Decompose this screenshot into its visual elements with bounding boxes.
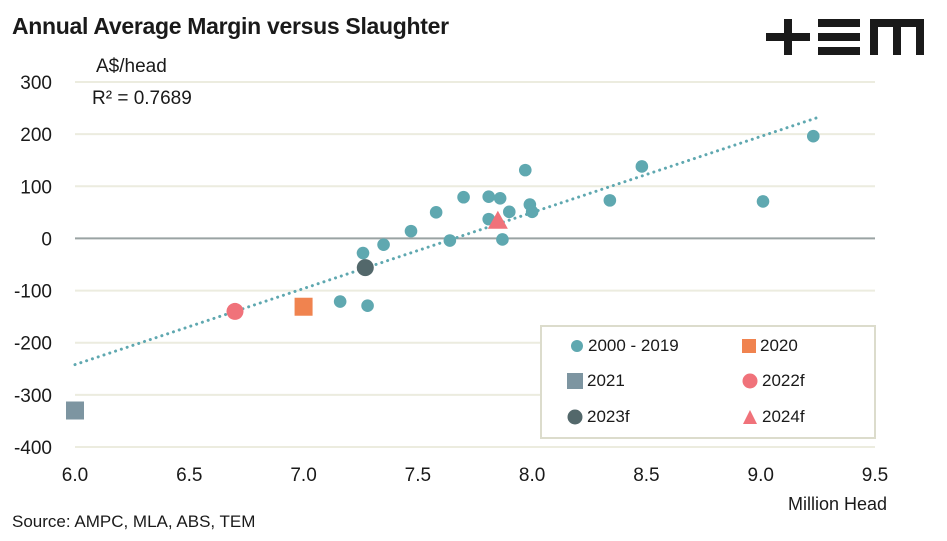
y-tick-label: -300 xyxy=(14,386,52,407)
y-tick-label: 300 xyxy=(20,73,52,94)
data-point-2000-2019 xyxy=(404,224,418,238)
x-axis-ticks: 6.0 6.5 7.0 7.5 8.0 8.5 9.0 9.5 xyxy=(62,465,888,486)
data-point-2000-2019 xyxy=(502,205,516,219)
data-point-2000-2019 xyxy=(635,160,649,173)
y-tick-label: 200 xyxy=(20,125,52,146)
data-point-2023f xyxy=(356,259,374,277)
data-point-2000-2019 xyxy=(518,163,532,177)
x-tick-label: 9.0 xyxy=(748,465,774,486)
data-point-2000-2019 xyxy=(443,234,457,247)
data-point-2022f xyxy=(226,302,244,320)
legend-label: 2000 - 2019 xyxy=(588,336,679,355)
y-tick-label: -100 xyxy=(14,282,52,303)
y-axis-ticks: 300 200 100 0 -100 -200 -300 -400 xyxy=(14,73,52,459)
x-tick-label: 6.5 xyxy=(176,465,202,486)
data-point-2000-2019 xyxy=(429,206,443,219)
data-point-2020 xyxy=(294,297,313,316)
legend-square-marker-icon xyxy=(567,373,583,389)
legend-label: 2024f xyxy=(762,407,805,426)
data-point-2000-2019 xyxy=(482,190,496,204)
y-tick-label: 100 xyxy=(20,177,52,198)
data-point-2000-2019 xyxy=(493,191,507,205)
y-axis-unit-label: A$/head xyxy=(96,56,167,77)
legend-triangle-marker-icon xyxy=(743,410,757,424)
data-points xyxy=(66,129,820,420)
data-point-2000-2019 xyxy=(496,233,509,246)
x-axis-label: Million Head xyxy=(788,494,888,514)
data-point-2024f xyxy=(487,210,508,229)
chart-title: Annual Average Margin versus Slaughter xyxy=(12,13,449,39)
legend-square-marker-icon xyxy=(742,339,756,353)
legend-item-2024f: 2024f xyxy=(742,407,805,427)
tem-logo xyxy=(766,19,924,60)
data-point-2000-2019 xyxy=(377,238,390,251)
data-point-2000-2019 xyxy=(333,295,347,308)
x-tick-label: 9.5 xyxy=(862,465,888,486)
legend-label: 2020 xyxy=(760,336,798,355)
legend-item-2023f: 2023f xyxy=(567,407,630,427)
x-tick-label: 7.0 xyxy=(290,465,316,486)
data-point-2000-2019 xyxy=(756,195,770,208)
r-squared-label: R² = 0.7689 xyxy=(92,88,192,109)
data-point-2000-2019 xyxy=(356,246,370,260)
legend-circle-marker-icon xyxy=(571,340,583,352)
legend-label: 2023f xyxy=(587,407,630,426)
x-tick-label: 8.5 xyxy=(633,465,659,486)
legend-item-2022f: 2022f xyxy=(742,371,805,391)
data-point-2000-2019 xyxy=(806,129,820,143)
data-point-2000-2019 xyxy=(361,299,374,312)
tem-logo-icon xyxy=(766,19,924,55)
data-point-2000-2019 xyxy=(525,205,539,219)
legend-circle-marker-icon xyxy=(567,409,583,425)
data-point-2000-2019 xyxy=(603,194,617,207)
y-tick-label: 0 xyxy=(41,229,52,250)
data-point-2000-2019 xyxy=(457,190,470,204)
legend-item-2021: 2021 xyxy=(567,371,625,391)
gridlines xyxy=(75,81,875,448)
legend-label: 2022f xyxy=(762,371,805,390)
y-tick-label: -400 xyxy=(14,438,52,459)
data-point-2021 xyxy=(66,401,84,420)
legend-label: 2021 xyxy=(587,371,625,390)
legend-circle-marker-icon xyxy=(742,373,758,389)
x-tick-label: 8.0 xyxy=(519,465,545,486)
x-tick-label: 7.5 xyxy=(405,465,431,486)
y-tick-label: -200 xyxy=(14,334,52,355)
x-tick-label: 6.0 xyxy=(62,465,88,486)
legend-item-2020: 2020 xyxy=(742,336,798,356)
chart-legend: 2000 - 2019 2020 2021 2022f 2023f 2024f xyxy=(540,325,876,439)
source-note: Source: AMPC, MLA, ABS, TEM xyxy=(12,512,256,531)
legend-item-2000-2019: 2000 - 2019 xyxy=(570,336,679,356)
